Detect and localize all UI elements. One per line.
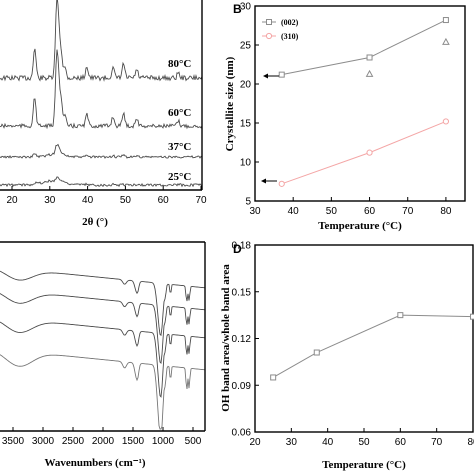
ftir-trace-3 — [0, 321, 206, 398]
panel-a-x-axis-title: 2θ (°) — [82, 216, 108, 228]
panel-d-y-tick-label: 0.18 — [232, 241, 252, 252]
panel-d-x-tick-label: 60 — [395, 437, 407, 448]
panel-b-y-tick-label: 20 — [240, 80, 252, 91]
panel-b-series-line — [281, 19, 447, 76]
panel-b-data-point — [365, 69, 374, 77]
panel-b-plot-frame — [254, 5, 466, 202]
panel-d-x-tick-label: 70 — [431, 437, 443, 448]
panel-a-x-tick-label: 60 — [158, 195, 170, 206]
series-label-60: 60°C — [168, 107, 191, 119]
panel-c-x-tick-label: 3000 — [32, 436, 55, 447]
panel-d-y-tick-label: 0.15 — [232, 287, 252, 298]
panel-b-y-tick-label: 30 — [240, 2, 252, 13]
panel-d-series-line — [272, 314, 474, 378]
xrd-trace-25 — [0, 176, 203, 188]
panel-b-x-tick-label: 80 — [440, 206, 452, 217]
panel-a-x-tick-label: 20 — [6, 195, 18, 206]
legend-marker-310 — [265, 32, 273, 40]
panel-d-x-tick-label: 80 — [467, 437, 474, 448]
panel-c: 3500 3000 2500 2000 1500 1000 500 Wavenumbers … — [0, 241, 206, 469]
panel-d-y-tick-label: 0.09 — [232, 381, 252, 392]
panel-c-x-tick-label: 500 — [185, 436, 202, 447]
panel-c-x-tick-label: 2500 — [62, 436, 85, 447]
xrd-trace-37 — [0, 143, 203, 159]
ftir-trace-4 — [0, 354, 206, 430]
panel-b-y-tick-label: 10 — [240, 158, 252, 169]
panel-b-series-line — [281, 120, 447, 185]
panel-d-x-tick-label: 20 — [249, 437, 261, 448]
panel-a-x-tick-label: 40 — [82, 195, 94, 206]
panel-a-traces — [0, 0, 203, 188]
panel-d-plot-frame — [254, 244, 474, 433]
panel-b-data-point — [278, 71, 285, 78]
panel-d-data-point — [313, 349, 320, 356]
panel-b-y-ticks: 5 10 15 20 25 30 — [240, 2, 259, 208]
panel-d-data-point — [397, 312, 404, 319]
panel-b-data-point — [366, 54, 373, 61]
xrd-trace-80 — [0, 0, 203, 82]
panel-d-x-tick-label: 50 — [358, 437, 370, 448]
panel-d-x-tick-label: 30 — [286, 437, 298, 448]
panel-b-x-axis-title: Temperature (°C) — [318, 220, 402, 232]
panel-c-x-tick-label: 1500 — [122, 436, 145, 447]
panel-d-data-point — [470, 313, 474, 320]
panel-b-x-ticks: 30 40 50 60 70 80 — [249, 197, 452, 217]
series-label-37: 37°C — [168, 141, 191, 153]
panel-b-legend: (002) (310) — [262, 18, 299, 41]
panel-b-x-tick-label: 70 — [402, 206, 414, 217]
panel-d-y-tick-label: 0.06 — [232, 428, 252, 439]
panel-c-traces — [0, 270, 206, 430]
panel-d-y-tick-label: 0.12 — [232, 334, 252, 345]
axis-arrow-upper — [263, 73, 279, 79]
panel-d-x-axis-title: Temperature (°C) — [322, 459, 406, 471]
panel-c-x-tick-label: 2000 — [92, 436, 115, 447]
panel-d-x-ticks: 20 30 40 50 60 70 80 — [249, 428, 474, 448]
panel-b-data-point — [442, 37, 450, 45]
panel-b-y-axis-title: Crystallite size (nm) — [224, 56, 236, 151]
panel-d-y-axis-title: OH band area/whole band area — [220, 264, 232, 412]
panel-d-data-point — [270, 374, 277, 381]
panel-c-x-tick-label: 1000 — [152, 436, 175, 447]
panel-d-marks — [270, 312, 474, 381]
panel-b-letter: B — [233, 2, 242, 16]
ftir-trace-1 — [0, 270, 206, 337]
panel-b-data-point — [442, 118, 450, 125]
panel-b-data-point — [366, 149, 373, 156]
arrow-left-upper-icon — [263, 73, 268, 79]
series-label-80: 80°C — [168, 58, 191, 70]
panel-a-x-ticks: 20 30 40 50 60 70 — [6, 186, 207, 206]
series-label-25: 25°C — [168, 171, 191, 183]
arrow-left-lower-icon — [261, 178, 266, 184]
panel-b-y-tick-label: 15 — [240, 119, 252, 130]
panel-a-x-tick-label: 70 — [195, 195, 207, 206]
panel-c-x-axis-title: Wavenumbers (cm⁻¹) — [44, 457, 145, 469]
panel-b-y-tick-label: 5 — [245, 197, 251, 208]
panel-a-x-tick-label: 50 — [120, 195, 132, 206]
panel-b: B 30 40 50 60 70 80 5 10 15 20 25 30 (002) (310) T… — [224, 2, 466, 232]
panel-b-data-point — [278, 180, 285, 187]
panel-b-marks — [278, 17, 450, 187]
panel-c-x-ticks: 3500 3000 2500 2000 1500 1000 500 — [2, 427, 202, 447]
panel-b-x-tick-label: 40 — [288, 206, 300, 217]
panel-a-x-tick-label: 30 — [44, 195, 56, 206]
panel-a: 80°C 60°C 37°C 25°C 20 30 40 50 60 70 2θ (°) — [0, 0, 207, 228]
ftir-trace-2 — [0, 293, 206, 364]
panel-b-x-tick-label: 50 — [326, 206, 338, 217]
axis-arrow-lower — [261, 178, 277, 184]
panel-b-y-tick-label: 25 — [240, 41, 252, 52]
panel-d: D 20 30 40 50 60 70 80 0.06 0.09 0.12 0.15 0.18 Te… — [220, 241, 474, 471]
panel-b-data-point — [442, 17, 449, 24]
legend-label-310: (310) — [281, 32, 299, 41]
xrd-trace-60 — [0, 49, 203, 130]
panel-b-x-tick-label: 30 — [249, 206, 261, 217]
panel-d-y-ticks: 0.06 0.09 0.12 0.15 0.18 — [232, 241, 259, 439]
panel-d-letter: D — [233, 242, 242, 256]
panel-d-x-tick-label: 40 — [322, 437, 334, 448]
legend-marker-002 — [266, 19, 272, 25]
panel-b-x-tick-label: 60 — [364, 206, 376, 217]
panel-c-x-tick-label: 3500 — [2, 436, 25, 447]
legend-label-002: (002) — [281, 18, 299, 27]
